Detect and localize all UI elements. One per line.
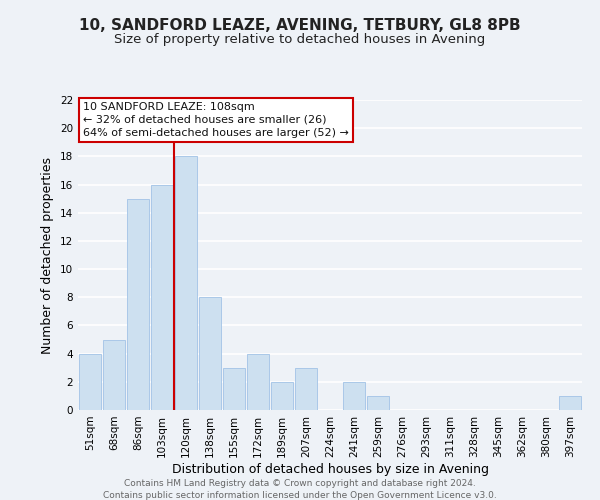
Bar <box>199 298 221 410</box>
Bar <box>223 368 245 410</box>
Bar <box>79 354 101 410</box>
Bar <box>151 184 173 410</box>
Bar <box>103 340 125 410</box>
Text: Contains HM Land Registry data © Crown copyright and database right 2024.: Contains HM Land Registry data © Crown c… <box>124 479 476 488</box>
Bar <box>271 382 293 410</box>
Text: 10 SANDFORD LEAZE: 108sqm
← 32% of detached houses are smaller (26)
64% of semi-: 10 SANDFORD LEAZE: 108sqm ← 32% of detac… <box>83 102 349 138</box>
Text: Contains public sector information licensed under the Open Government Licence v3: Contains public sector information licen… <box>103 491 497 500</box>
Bar <box>559 396 581 410</box>
Bar <box>367 396 389 410</box>
Bar <box>343 382 365 410</box>
Bar <box>175 156 197 410</box>
Y-axis label: Number of detached properties: Number of detached properties <box>41 156 55 354</box>
Text: Size of property relative to detached houses in Avening: Size of property relative to detached ho… <box>115 32 485 46</box>
Text: 10, SANDFORD LEAZE, AVENING, TETBURY, GL8 8PB: 10, SANDFORD LEAZE, AVENING, TETBURY, GL… <box>79 18 521 32</box>
Bar <box>295 368 317 410</box>
Bar <box>127 198 149 410</box>
X-axis label: Distribution of detached houses by size in Avening: Distribution of detached houses by size … <box>172 462 488 475</box>
Bar <box>247 354 269 410</box>
